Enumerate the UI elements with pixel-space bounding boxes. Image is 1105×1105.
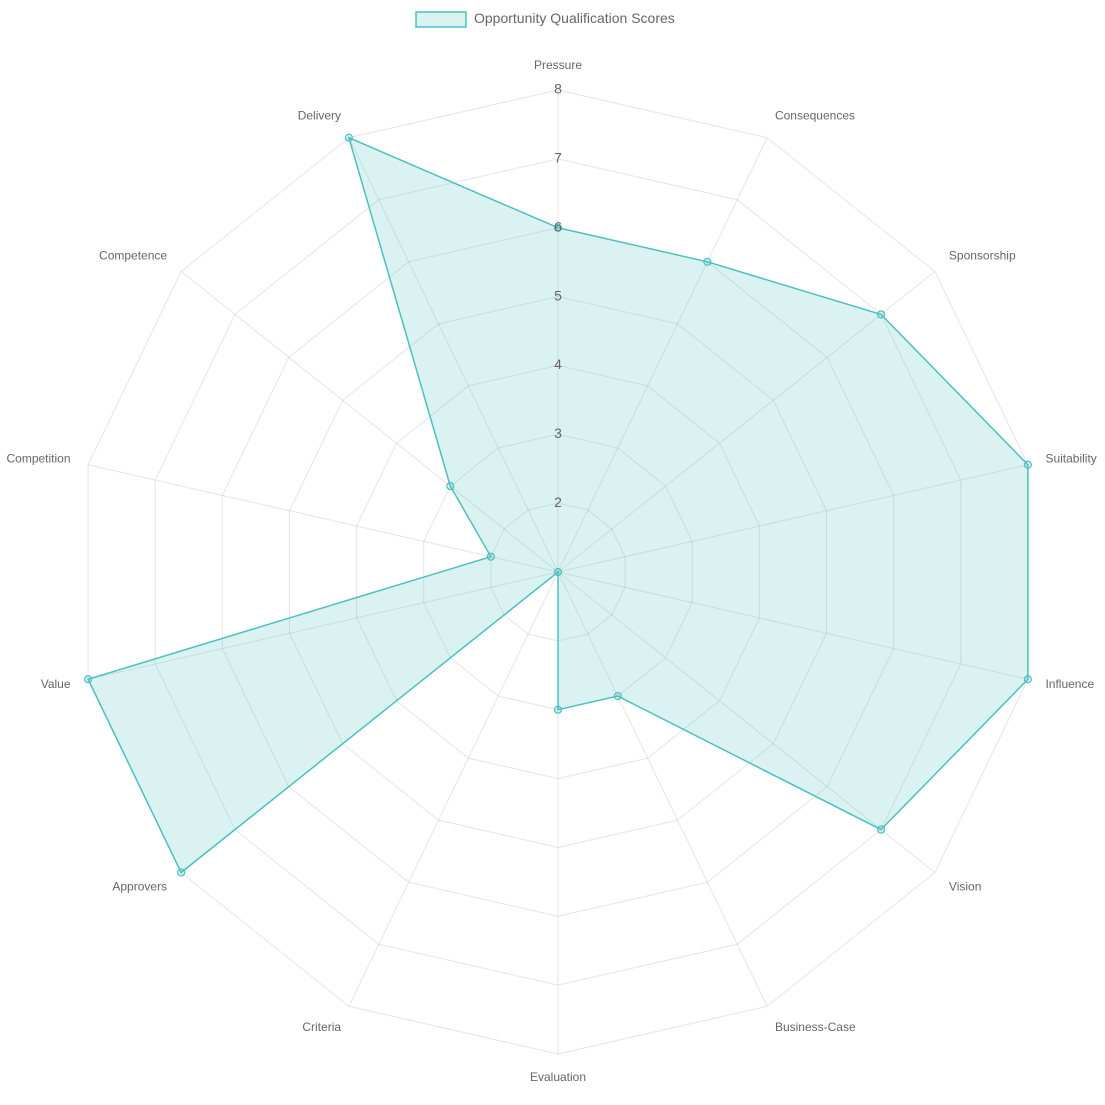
legend-swatch [415, 11, 467, 28]
angle-line [87, 464, 559, 573]
y-tick-label: 6 [554, 218, 562, 234]
axis-label: Suitability [1045, 452, 1096, 466]
angle-line [557, 137, 768, 573]
series-area [87, 136, 1029, 874]
axis-label: Influence [1045, 677, 1094, 691]
axis-label: Evaluation [530, 1070, 586, 1084]
axis-label: Sponsorship [949, 249, 1016, 263]
y-tick-label: 4 [554, 356, 562, 372]
axis-label: Value [41, 677, 71, 691]
grid [87, 89, 1029, 1055]
data-point [486, 552, 495, 561]
data-point [703, 257, 712, 266]
angle-line [348, 571, 559, 1007]
grid-ring [356, 364, 760, 780]
y-tick-label: 3 [554, 425, 562, 441]
axis-label: Criteria [302, 1020, 341, 1034]
grid-ring [87, 89, 1029, 1055]
y-tick-label: 8 [554, 81, 562, 97]
data-point [446, 482, 455, 491]
data-point [83, 675, 93, 684]
data-point [553, 223, 563, 232]
axis-label: Delivery [298, 108, 341, 122]
data-point [553, 567, 563, 577]
angle-line [557, 571, 936, 873]
y-tick-label: 7 [554, 150, 562, 166]
angle-line [557, 464, 1029, 573]
angle-line [557, 571, 1029, 680]
data-point [613, 691, 622, 701]
axis-label: Competition [7, 452, 71, 466]
axis-label: Competence [99, 249, 167, 263]
data-point [1023, 675, 1033, 684]
angle-line [87, 571, 559, 680]
angle-line [348, 137, 559, 573]
data-point [876, 825, 886, 834]
grid-ring [154, 158, 962, 986]
y-tick-label: 5 [554, 287, 562, 303]
angle-line [557, 271, 936, 573]
data-point [177, 868, 186, 877]
angle-line [557, 571, 768, 1007]
axis-label: Vision [949, 880, 981, 894]
axis-label: Business-Case [775, 1020, 856, 1034]
legend-label: Opportunity Qualification Scores [474, 10, 675, 26]
y-tick-label: 2 [554, 494, 562, 510]
axis-label: Approvers [112, 880, 167, 894]
angle-line [180, 271, 559, 573]
axis-label: Pressure [534, 58, 582, 72]
label-layer: Pressure Consequences Sponsorship Suitabili… [7, 10, 1097, 1084]
data-point [876, 310, 886, 319]
series-layer [83, 133, 1033, 877]
data-point [553, 705, 563, 714]
grid-ring [221, 227, 895, 917]
axis-label: Consequences [775, 108, 855, 122]
data-point [1023, 460, 1033, 469]
data-point [344, 133, 353, 142]
grid-ring [288, 296, 828, 848]
